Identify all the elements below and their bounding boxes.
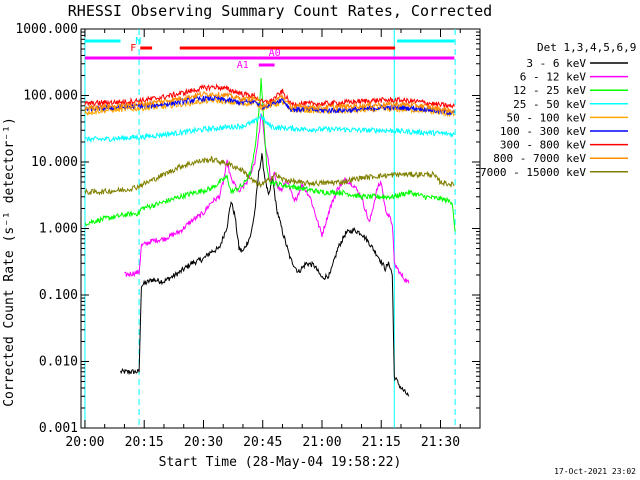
plot-layer: 0.001 0.010 0.100 1.000 10.000 100.000 1000.00… (15, 22, 481, 450)
legend-label-8: 7000 - 15000 keV (480, 166, 586, 179)
y-tick-label: 0.001 (39, 421, 78, 436)
legend-label-1: 6 - 12 keV (520, 71, 587, 84)
series-line-8 (84, 155, 455, 196)
legend-title: Det 1,3,4,5,6,9 (537, 41, 636, 54)
y-tick-label: 10.000 (31, 155, 78, 170)
y-tick-label: 0.010 (39, 355, 78, 370)
series-line-0 (120, 153, 410, 397)
x-tick-label: 20:30 (184, 435, 223, 450)
series-line-3 (84, 112, 455, 144)
series-line-7 (84, 90, 455, 115)
plot-frame (80, 28, 481, 429)
chart-title: RHESSI Observing Summary Count Rates, Co… (68, 2, 492, 20)
legend-label-4: 50 - 100 keV (507, 111, 587, 124)
y-tick-label: 1.000 (39, 222, 78, 237)
flag-label-3: F (130, 43, 136, 54)
x-tick-label: 21:30 (421, 435, 460, 450)
x-tick-label: 20:00 (65, 435, 104, 450)
legend-label-7: 800 - 7000 keV (493, 152, 586, 165)
legend-label-2: 12 - 25 keV (513, 84, 586, 97)
legend-label-5: 100 - 300 keV (500, 125, 586, 138)
x-tick-label: 20:45 (243, 435, 282, 450)
legend-label-3: 25 - 50 keV (513, 98, 586, 111)
flag-label-5: A0 (269, 48, 281, 59)
series-line-6 (84, 82, 455, 110)
flag-label-2: N (135, 36, 141, 47)
x-tick-label: 21:15 (362, 435, 401, 450)
y-axis-label: Corrected Count Rate (s⁻¹ detector⁻¹) (2, 117, 17, 407)
x-tick-label: 21:00 (302, 435, 341, 450)
x-axis-label: Start Time (28-May-04 19:58:22) (159, 455, 402, 470)
flag-label-6: A1 (237, 60, 249, 71)
y-tick-label: 100.000 (23, 89, 78, 104)
y-tick-label: 1000.000 (15, 22, 78, 37)
legend-label-0: 3 - 6 keV (526, 57, 586, 70)
y-tick-label: 0.100 (39, 288, 78, 303)
legend-label-6: 300 - 800 keV (500, 139, 586, 152)
generation-timestamp: 17-Oct-2021 23:02 (554, 467, 636, 476)
x-tick-label: 20:15 (125, 435, 164, 450)
